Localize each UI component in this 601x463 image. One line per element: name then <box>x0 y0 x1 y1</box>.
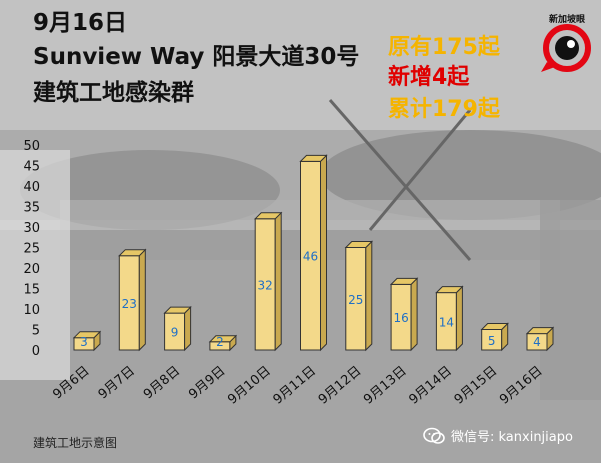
data-label: 2 <box>216 335 224 349</box>
x-tick-label: 9月15日 <box>452 364 501 408</box>
title-location: Sunview Way 阳景大道30号 <box>33 44 360 70</box>
data-label: 14 <box>439 315 454 329</box>
x-tick-label: 9月13日 <box>361 364 410 408</box>
data-label: 4 <box>533 335 541 349</box>
bar-top <box>299 154 328 162</box>
data-label: 3 <box>80 335 88 349</box>
x-tick-label: 9月14日 <box>406 364 455 408</box>
data-label: 23 <box>122 297 137 311</box>
wechat-watermark: 微信号: kanxinjiapo <box>423 426 573 445</box>
bar-top <box>163 306 192 314</box>
kanxinjiapo-logo: 新加坡眼 <box>533 12 597 76</box>
bar-side <box>138 248 146 352</box>
bar-top <box>72 331 102 339</box>
image-caption: 建筑工地示意图 <box>33 436 118 450</box>
title-date: 9月16日 <box>33 10 128 36</box>
y-tick-label: 5 <box>32 324 40 339</box>
bar-side <box>365 240 373 352</box>
x-tick-label: 9月6日 <box>50 364 92 403</box>
y-tick-label: 50 <box>23 139 40 154</box>
data-label: 25 <box>348 293 363 307</box>
bar-top <box>525 327 555 335</box>
stat-existing: 原有175起 <box>388 35 500 60</box>
bar-side <box>455 285 463 352</box>
x-tick-label: 9月10日 <box>225 364 274 408</box>
bar-side <box>320 154 327 352</box>
y-tick-label: 35 <box>23 201 40 216</box>
x-tick-label: 9月9日 <box>186 364 228 403</box>
y-tick-label: 25 <box>23 242 40 257</box>
y-tick-label: 30 <box>23 221 40 236</box>
data-label: 9 <box>171 326 179 340</box>
bar-top <box>118 249 147 257</box>
y-tick-label: 20 <box>23 262 40 277</box>
x-tick-label: 9月16日 <box>497 364 546 408</box>
logo-text: 新加坡眼 <box>549 13 585 25</box>
y-tick-label: 45 <box>23 160 40 175</box>
data-label: 16 <box>393 311 408 325</box>
stat-new: 新增4起 <box>388 65 470 90</box>
data-label: 5 <box>488 334 496 348</box>
x-tick-label: 9月12日 <box>316 364 365 408</box>
y-tick-label: 0 <box>32 344 40 359</box>
bar-top <box>253 212 283 220</box>
bar-top <box>208 335 238 343</box>
bar-side <box>184 305 192 352</box>
title-cluster: 建筑工地感染群 <box>33 80 194 106</box>
data-label: 32 <box>258 278 273 292</box>
y-tick-label: 10 <box>23 303 40 318</box>
stat-total: 累计179起 <box>388 97 500 122</box>
bar-top <box>435 286 464 294</box>
y-tick-label: 40 <box>23 180 40 195</box>
wechat-icon <box>423 427 445 444</box>
bar-top <box>389 277 419 285</box>
y-tick-label: 15 <box>23 283 40 298</box>
x-tick-label: 9月8日 <box>141 364 183 403</box>
x-tick-label: 9月7日 <box>96 364 138 403</box>
data-label: 46 <box>303 250 318 264</box>
bar-side <box>274 211 282 352</box>
wechat-id: 微信号: kanxinjiapo <box>451 430 573 445</box>
bar-top <box>344 241 374 248</box>
bar-top <box>480 323 509 330</box>
x-tick-label: 9月11日 <box>270 364 319 408</box>
bar-side <box>410 277 418 352</box>
